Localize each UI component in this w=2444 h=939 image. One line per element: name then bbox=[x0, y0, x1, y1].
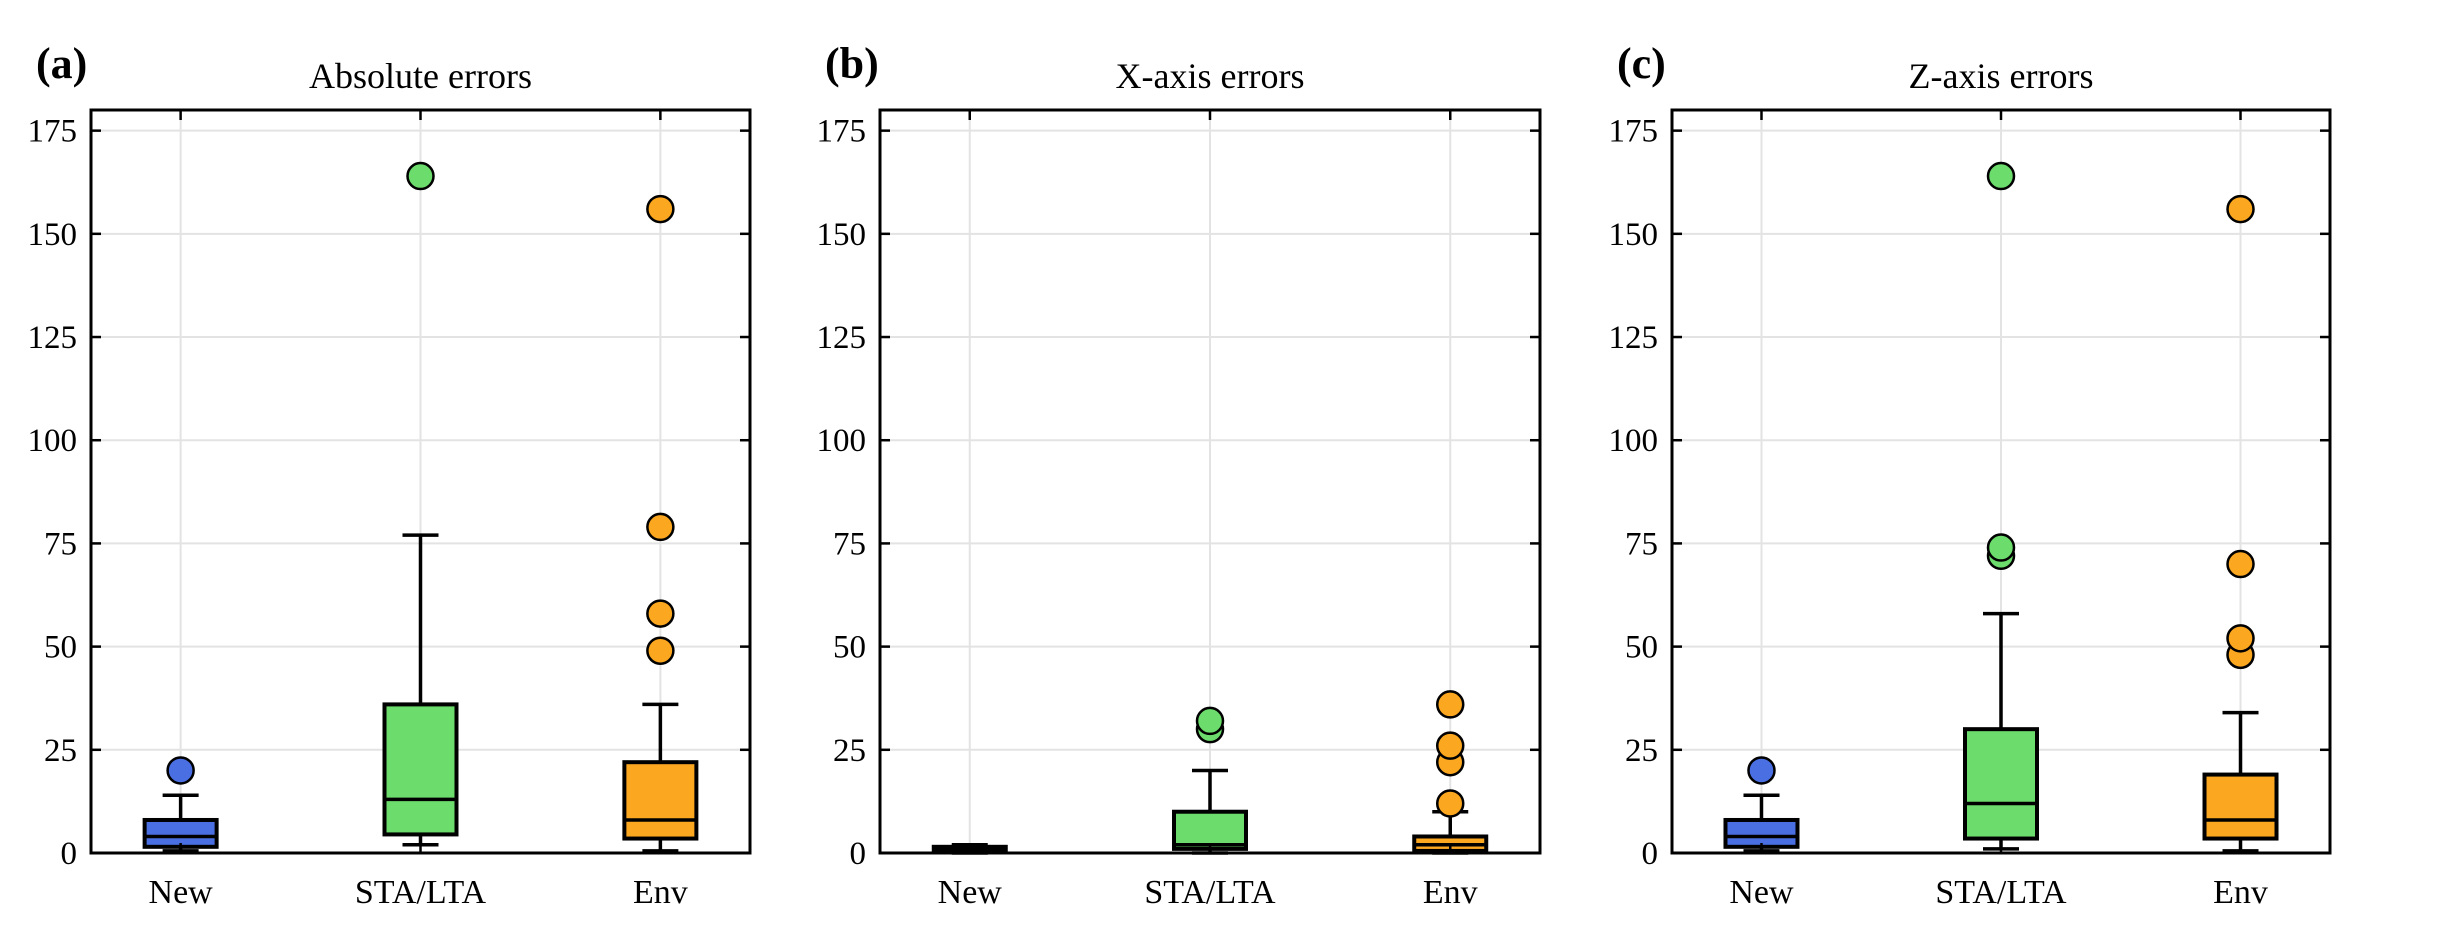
y-tick-label: 0 bbox=[850, 836, 867, 872]
y-tick-label: 125 bbox=[28, 320, 78, 356]
x-tick-label-new: New bbox=[149, 874, 214, 911]
outlier-point bbox=[646, 194, 675, 224]
box-group-new bbox=[142, 756, 219, 853]
y-tick-label: 175 bbox=[28, 114, 78, 150]
y-tick-label: 25 bbox=[44, 733, 77, 769]
y-tick-label: 100 bbox=[1609, 423, 1659, 459]
x-tick-label-env: Env bbox=[633, 874, 688, 911]
y-tick-label: 175 bbox=[1609, 114, 1659, 150]
panel-title: Absolute errors bbox=[309, 56, 532, 96]
box-group-env bbox=[2202, 194, 2279, 853]
panel-label: (b) bbox=[825, 39, 879, 88]
box-group-env bbox=[622, 194, 699, 853]
outlier-point bbox=[646, 512, 675, 542]
x-tick-label-sta-lta: STA/LTA bbox=[1935, 874, 2067, 911]
outlier-point bbox=[646, 599, 675, 628]
box-group-new bbox=[1723, 756, 1800, 853]
y-tick-label: 50 bbox=[1625, 630, 1658, 666]
panel-label: (c) bbox=[1617, 39, 1666, 88]
y-tick-label: 25 bbox=[833, 733, 866, 769]
iqr-box bbox=[1172, 809, 1248, 851]
iqr-box bbox=[2202, 772, 2279, 841]
iqr-box bbox=[1963, 727, 2039, 841]
panel-2: (b) X-axis errors 0 25 50 75 100 125 150 175 New ST… bbox=[817, 39, 1542, 911]
outlier-point bbox=[406, 161, 435, 191]
outlier-point bbox=[1747, 756, 1776, 785]
y-tick-label: 125 bbox=[1609, 320, 1659, 356]
y-tick-label: 0 bbox=[1642, 836, 1659, 872]
outlier-point bbox=[1986, 161, 2016, 191]
y-tick-label: 100 bbox=[28, 423, 78, 459]
y-tick-label: 150 bbox=[28, 217, 78, 253]
y-tick-label: 75 bbox=[833, 526, 866, 562]
x-tick-label-new: New bbox=[1729, 874, 1794, 911]
panel-3: (c) Z-axis errors 0 25 50 75 100 125 150 175 New ST… bbox=[1609, 39, 2332, 911]
y-tick-label: 0 bbox=[61, 836, 78, 872]
y-tick-label: 75 bbox=[44, 526, 77, 562]
iqr-box bbox=[622, 760, 699, 841]
outlier-point bbox=[166, 756, 195, 785]
iqr-box bbox=[1723, 817, 1800, 849]
outlier-point bbox=[2226, 624, 2255, 653]
y-tick-label: 150 bbox=[817, 217, 867, 253]
outlier-point bbox=[1435, 789, 1465, 818]
panel-title: Z-axis errors bbox=[1909, 56, 2094, 96]
x-tick-label-sta-lta: STA/LTA bbox=[355, 874, 487, 911]
x-tick-label-sta-lta: STA/LTA bbox=[1144, 874, 1276, 911]
outlier-point bbox=[2226, 194, 2255, 224]
outlier-point bbox=[1435, 690, 1465, 719]
y-tick-label: 50 bbox=[833, 630, 866, 666]
panel-1: (a) Absolute errors 0 25 50 75 100 125 150 175 New… bbox=[28, 39, 752, 911]
iqr-box bbox=[382, 702, 459, 837]
outlier-point bbox=[1986, 533, 2016, 562]
panel-title: X-axis errors bbox=[1116, 56, 1305, 96]
box-group-sta-lta bbox=[1172, 706, 1248, 855]
y-tick-label: 25 bbox=[1625, 733, 1658, 769]
iqr-box bbox=[142, 817, 219, 849]
box-group-sta-lta bbox=[382, 161, 459, 847]
outlier-point bbox=[646, 636, 675, 665]
outlier-point bbox=[1195, 706, 1225, 736]
outlier-point bbox=[2226, 549, 2255, 579]
y-tick-label: 150 bbox=[1609, 217, 1659, 253]
outlier-point bbox=[1435, 731, 1465, 760]
y-tick-label: 175 bbox=[817, 114, 867, 150]
x-tick-label-new: New bbox=[938, 874, 1003, 911]
y-tick-label: 50 bbox=[44, 630, 77, 666]
box-group-env bbox=[1412, 690, 1489, 855]
y-tick-label: 100 bbox=[817, 423, 867, 459]
box-group-sta-lta bbox=[1963, 161, 2039, 851]
y-tick-label: 75 bbox=[1625, 526, 1658, 562]
y-tick-label: 125 bbox=[817, 320, 867, 356]
x-tick-label-env: Env bbox=[2213, 874, 2268, 911]
x-tick-label-env: Env bbox=[1423, 874, 1478, 911]
panel-label: (a) bbox=[36, 39, 87, 88]
